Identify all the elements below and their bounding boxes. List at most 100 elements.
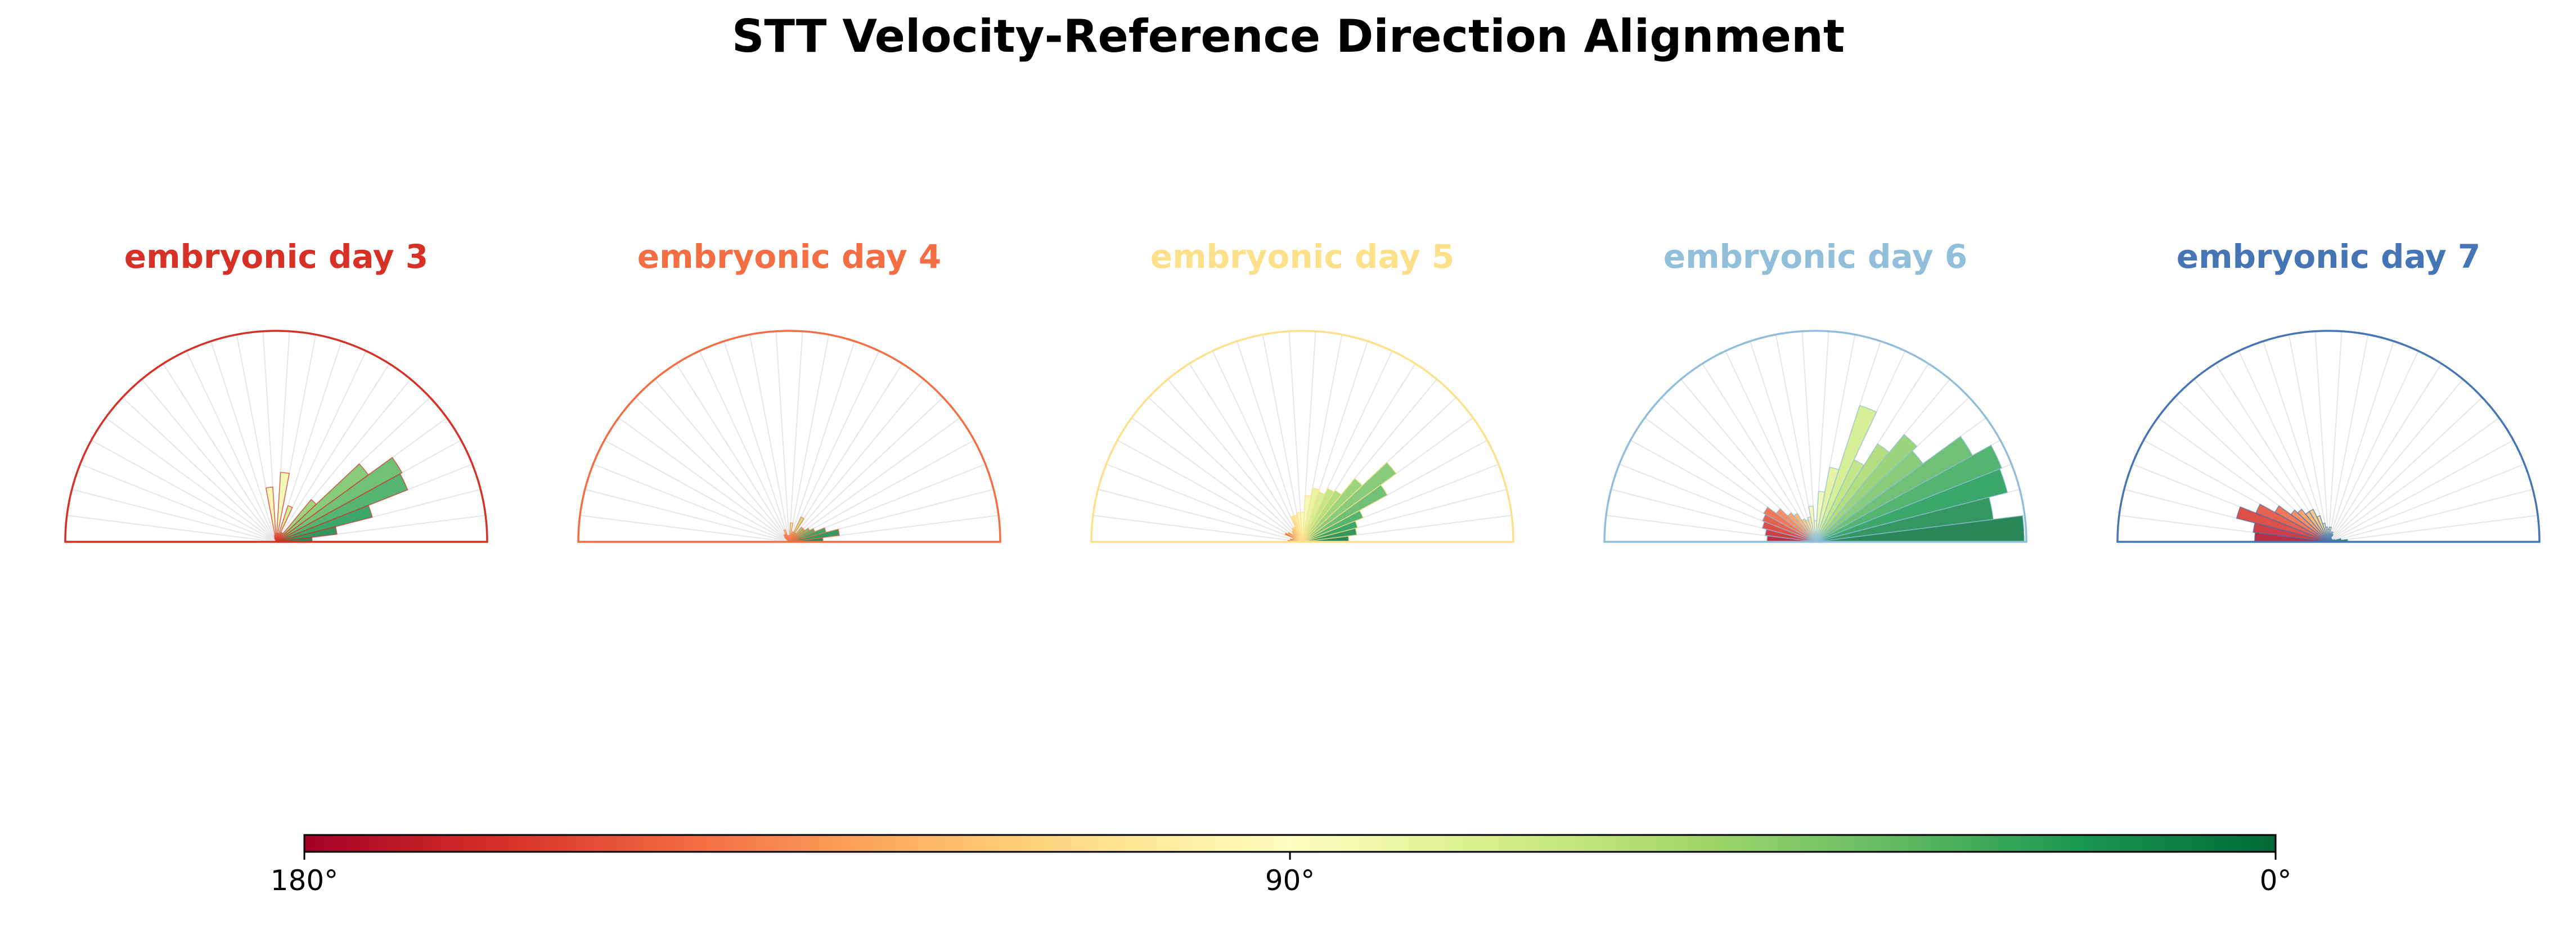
gridline (2328, 439, 2514, 542)
rose-bar (276, 472, 290, 542)
gridline (1105, 464, 1303, 542)
gridline (1167, 379, 1303, 542)
gridline (2328, 363, 2442, 542)
gridline (141, 379, 277, 542)
gridline (789, 334, 830, 542)
gridline (91, 439, 277, 542)
gridline (1750, 341, 1816, 542)
panel-6: embryonic day 6 (1603, 237, 2027, 543)
gridline (585, 488, 790, 542)
colorbar-tick-label: 90° (1265, 864, 1315, 897)
gridline (2328, 515, 2538, 542)
gridline (2288, 334, 2329, 542)
gridline (789, 397, 944, 542)
rose-bar (1302, 490, 1342, 542)
gridline (699, 351, 790, 542)
rose-bar (1302, 487, 1320, 542)
rose-bar (789, 516, 805, 542)
rose-bar (265, 486, 277, 542)
gridline (604, 439, 790, 542)
rose-bar (1302, 461, 1397, 542)
panel-5: embryonic day 5 (1090, 237, 1514, 543)
gridline (789, 439, 975, 542)
colorbar-gradient (303, 834, 2277, 853)
polar-gridlines (2118, 331, 2539, 542)
gridline (1098, 488, 1303, 542)
chart-title: STT Velocity-Reference Direction Alignme… (732, 10, 1845, 62)
polar-gridlines (578, 331, 1000, 542)
gridline (1093, 515, 1303, 542)
gridline (775, 331, 790, 542)
gridline (1288, 331, 1303, 542)
rose-bar (789, 522, 794, 542)
rose-bar (276, 463, 369, 542)
gridline (2328, 379, 2463, 542)
rose-bar (1815, 435, 1973, 542)
gridline (1262, 334, 1303, 542)
gridline (592, 464, 790, 542)
rose-bar (276, 505, 293, 542)
gridline (122, 397, 277, 542)
gridline (789, 379, 924, 542)
panel-title: embryonic day 4 (637, 237, 942, 276)
gridline (789, 417, 960, 542)
gridline (2328, 334, 2369, 542)
gridline (1702, 363, 1816, 542)
colorbar: 180° 90° 0° (271, 834, 2291, 897)
gridline (2263, 341, 2329, 542)
rose-bar (1764, 528, 1816, 542)
rose-bars (1761, 405, 2025, 542)
rose-bars (783, 516, 840, 542)
gridline (1189, 363, 1303, 542)
colorbar-ticks: 180° 90° 0° (271, 852, 2291, 897)
gridline (2328, 417, 2499, 542)
gridline (676, 363, 790, 542)
rose-bar (1761, 521, 1816, 542)
panel-title: embryonic day 6 (1664, 237, 1968, 276)
gridline (635, 397, 790, 542)
rose-bar (1815, 434, 1918, 542)
gridline (66, 515, 277, 542)
rose-bar (2253, 522, 2329, 542)
gridline (79, 464, 277, 542)
polar-frame (2116, 330, 2541, 543)
gridline (789, 341, 855, 542)
gridline (1117, 439, 1303, 542)
polar-frame (64, 330, 488, 543)
gridline (1148, 397, 1303, 542)
polar-gridlines (65, 331, 487, 542)
gridline (2328, 464, 2525, 542)
panels: embryonic day 3 embryonic day 4 embryonic … (64, 237, 2541, 543)
rose-bar (276, 499, 317, 542)
gridline (789, 331, 803, 542)
colorbar-tick-label: 180° (271, 864, 338, 897)
gridline (163, 363, 277, 542)
panel-title: embryonic day 3 (124, 237, 429, 276)
gridline (2328, 341, 2394, 542)
rose-bar (1815, 443, 1890, 542)
rose-bar (1815, 466, 1840, 542)
gridline (749, 334, 790, 542)
gridline (2314, 331, 2329, 542)
gridline (789, 351, 880, 542)
panel-7: embryonic day 7 (2116, 237, 2541, 543)
rose-bar (276, 456, 403, 542)
polar-frame (577, 330, 1001, 543)
panel-title: embryonic day 5 (1150, 237, 1455, 276)
gridline (723, 341, 790, 542)
rose-bar (1761, 514, 1816, 542)
rose-bar (1302, 478, 1363, 542)
rose-bars (265, 456, 408, 542)
gridline (2328, 351, 2419, 542)
gridline (1237, 341, 1303, 542)
gridline (1212, 351, 1303, 542)
gridline (618, 417, 790, 542)
polar-frame (1603, 330, 2027, 543)
gridline (210, 341, 277, 542)
rose-bars (1284, 461, 1397, 542)
panel-4: embryonic day 4 (577, 237, 1001, 543)
gridline (2328, 331, 2343, 542)
polar-frame (1090, 330, 1514, 543)
panel-3: embryonic day 3 (64, 237, 488, 543)
